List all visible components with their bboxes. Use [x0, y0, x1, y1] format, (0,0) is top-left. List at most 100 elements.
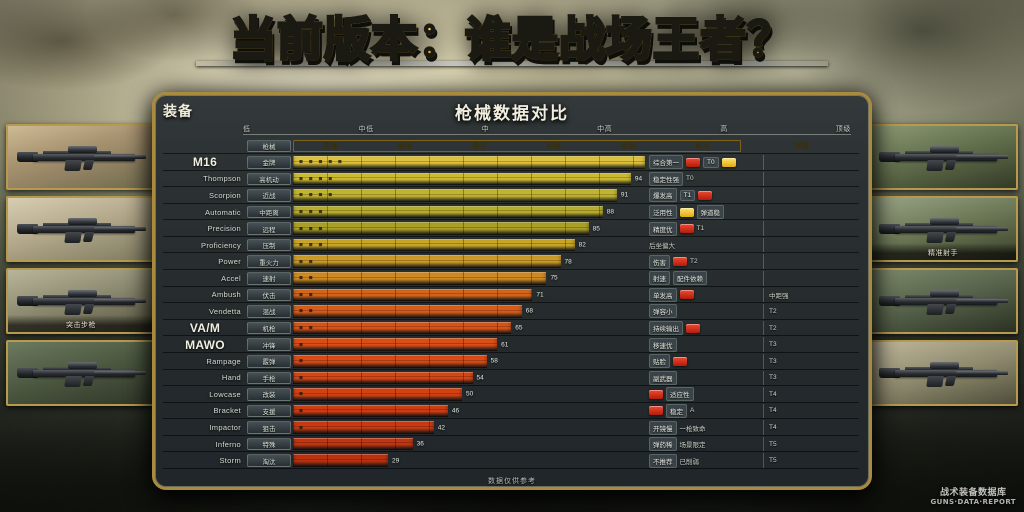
rifle-thumb-8[interactable]	[868, 340, 1018, 406]
rifle-scope	[929, 290, 960, 297]
table-row[interactable]: Bracket 支援 ■ 46 稳定 A T4	[163, 403, 859, 420]
row-weapon-name: Power	[218, 257, 241, 267]
rifle-barrel	[956, 370, 1008, 375]
row-rating-cell	[763, 188, 859, 203]
row-rating-cell: T4	[763, 387, 859, 402]
row-bar-value: 78	[564, 258, 572, 266]
row-category-tag: 伏击	[247, 288, 291, 302]
watermark: 战术装备数据库 GUNS·DATA·REPORT	[931, 488, 1017, 506]
row-chip: 不推荐	[649, 453, 677, 468]
row-note: T3	[769, 357, 777, 365]
table-header-row: 枪械 伤害 射速 稳定 射程 后坐 机动 弹容	[163, 139, 859, 154]
rifle-thumb-1[interactable]	[6, 124, 156, 190]
row-bar-fill	[293, 371, 473, 385]
row-rating-cell	[763, 155, 859, 170]
rifle-grip	[82, 232, 95, 242]
thumb-caption: 突击步枪	[8, 315, 154, 332]
rifle-mag	[926, 376, 944, 388]
row-bar-fill	[293, 388, 462, 401]
row-bar-label: ■ ■	[299, 258, 315, 266]
row-end-cell: 贴脸	[645, 354, 763, 369]
row-bar-label: ■ ■	[299, 324, 315, 332]
row-end-cell: 开镜慢 一枪致命	[645, 420, 763, 435]
table-row[interactable]: MAWO 冲锋 ■ 61 移速优 T3	[163, 337, 859, 353]
row-bar-label: ■	[299, 424, 305, 432]
row-category-tag: 狙击	[247, 421, 291, 434]
row-bar-value: 46	[451, 407, 460, 415]
row-bar-track: ■ ■ ■ 82	[293, 238, 645, 252]
header-tag-cell: 枪械	[247, 140, 291, 152]
table-row[interactable]: Thompson 高机动 ■ ■ ■ ■ 94 稳定性强 T0	[163, 171, 859, 188]
row-bar-track: ■ ■ 78	[293, 255, 645, 269]
table-row[interactable]: Proficiency 压制 ■ ■ ■ 82 后坐偏大	[163, 237, 859, 254]
row-chip: 综合第一	[649, 155, 683, 170]
table-row[interactable]: Power 重火力 ■ ■ 78 伤害 T2	[163, 254, 859, 271]
row-bar-value: 68	[525, 307, 534, 315]
column-header-3: 射程	[546, 143, 562, 150]
row-note: T2	[690, 258, 698, 266]
rifle-scope	[67, 146, 98, 153]
table-row[interactable]: Lowcase 改装 ■ 50 适应性 T4	[163, 387, 859, 403]
table-row[interactable]: Vendetta 混战 ■ ■ 68 弹容小 T2	[163, 304, 859, 320]
page-title: 当前版本：谁是战场王者？	[229, 12, 795, 66]
row-chip: 精度优	[649, 221, 677, 236]
row-chip: 稳定	[666, 403, 687, 418]
table-row[interactable]: Inferno 特殊 36 弹药稀 场景限定 T5	[163, 436, 859, 453]
row-weapon-name: Impactor	[209, 423, 241, 433]
row-bar-track: ■ 42	[293, 421, 645, 434]
table-row[interactable]: M16 金牌■ ■ ■ ■ ■98 综合第一 T0	[163, 155, 859, 171]
rifle-mag	[926, 304, 944, 316]
table-row[interactable]: VA/M 机枪 ■ ■ 65 持续输出 T2	[163, 320, 859, 337]
row-bar-track: ■ ■ 71	[293, 288, 645, 302]
rifle-grip	[944, 376, 957, 386]
row-bar-fill	[293, 189, 617, 202]
row-weapon-name: VA/M	[189, 321, 221, 336]
row-bar-label: ■ ■ ■ ■ ■	[299, 158, 344, 166]
row-bar-fill	[293, 288, 533, 302]
row-note: 中距强	[769, 292, 789, 300]
rifle-thumb-7[interactable]	[868, 268, 1018, 334]
watermark-line-1: 战术装备数据库	[939, 487, 1007, 498]
axis-tick-4: 高	[720, 125, 728, 133]
row-category-tag: 中距离	[247, 205, 291, 219]
row-chip: 弹药稀	[649, 437, 677, 452]
row-category-tag: 远程	[247, 222, 291, 235]
rifle-thumb-3[interactable]: 突击步枪	[6, 268, 156, 334]
row-bar-label: ■	[299, 407, 305, 415]
table-row[interactable]: Ambush 伏击 ■ ■ 71 单发高 中距强	[163, 287, 859, 304]
rifle-thumb-2[interactable]	[6, 196, 156, 262]
row-chip: 射速	[649, 271, 670, 286]
row-rating-cell	[763, 271, 859, 286]
row-rating-cell: T5	[763, 436, 859, 452]
table-row[interactable]: Automatic 中距离 ■ ■ ■ 88 泛用性 弹道稳	[163, 204, 859, 221]
row-bar-label: ■	[299, 341, 305, 349]
row-chip: 泛用性	[649, 205, 677, 220]
row-bar-value: 42	[437, 424, 446, 432]
row-bar-label: ■ ■	[299, 274, 315, 282]
row-rating-cell: T4	[763, 403, 859, 419]
row-rating-cell: T5	[763, 453, 859, 468]
row-bar-fill	[293, 238, 575, 252]
table-row[interactable]: Storm 淘汰 29 不推荐 已削弱 T5	[163, 453, 859, 469]
rifle-thumb-4[interactable]	[6, 340, 156, 406]
table-row[interactable]: Accel 速射 ■ ■ 75 射速 配件依赖	[163, 271, 859, 287]
row-chip: 适应性	[666, 387, 694, 402]
table-row[interactable]: Scorpion 近战 ■ ■ ■ ■ 91 爆发高 T1	[163, 188, 859, 204]
table-row[interactable]: Impactor 狙击 ■ 42 开镜慢 一枪致命 T4	[163, 420, 859, 436]
column-header-2: 稳定	[472, 143, 488, 150]
row-note: T0	[686, 175, 694, 183]
row-bar-fill	[293, 354, 487, 368]
row-category-tag: 冲锋	[247, 338, 291, 351]
row-bar-value: 29	[392, 457, 400, 465]
rifle-thumb-6[interactable]: 精准射手	[868, 196, 1018, 262]
row-bar-value: 50	[465, 390, 474, 398]
row-rating-cell: T3	[763, 353, 859, 369]
rifle-thumb-5[interactable]	[868, 124, 1018, 190]
row-note: T1	[696, 225, 705, 233]
header-end-cell: 弹容	[741, 139, 859, 153]
table-row[interactable]: Hand 手枪 ■ 54 副武器 T3	[163, 370, 859, 387]
table-row[interactable]: Rampage 霰弹 ■ 58 贴脸 T3	[163, 353, 859, 370]
row-category-tag: 支援	[247, 404, 291, 418]
rifle-icon	[14, 356, 148, 390]
table-row[interactable]: Precision 远程 ■ ■ ■ 85 精度优 T1	[163, 221, 859, 237]
